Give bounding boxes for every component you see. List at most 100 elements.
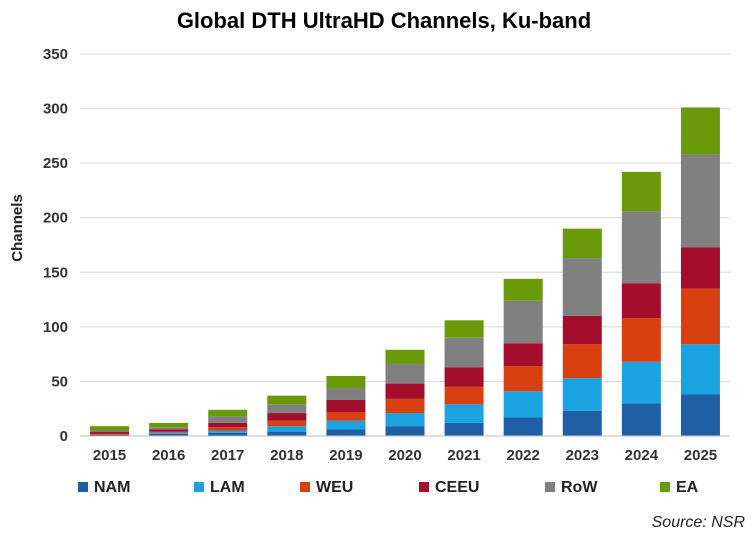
x-tick-label: 2021 [447,447,480,464]
bar-segment-weu-2025 [680,288,720,345]
x-tick-label: 2015 [93,447,126,464]
legend-swatch-lam [194,482,204,492]
bar-segment-row-2016 [149,427,189,430]
bar-segment-nam-2023 [562,410,602,436]
bar-segment-ea-2017 [208,409,248,417]
y-tick-label: 300 [43,101,68,118]
y-tick-label: 50 [51,373,68,390]
bar-segment-lam-2023 [562,378,602,411]
legend-label-nam: NAM [94,479,130,496]
bar-segment-ea-2015 [90,426,130,431]
bar-segment-row-2017 [208,416,248,423]
x-tick-label: 2022 [506,447,539,464]
bar-segment-lam-2022 [503,391,543,418]
bar-segment-weu-2021 [444,386,484,405]
bar-segment-ea-2025 [680,107,720,155]
bar-segment-ceeu-2020 [385,383,425,399]
bar-segment-ceeu-2018 [267,413,307,421]
legend: NAM LAM WEU CEEU RoW EA [78,479,699,496]
bar-segment-nam-2020 [385,426,425,436]
bar-segment-lam-2019 [326,420,366,430]
bar-segment-ea-2022 [503,278,543,301]
bar-segment-row-2020 [385,363,425,384]
bar-segment-lam-2020 [385,413,425,427]
y-tick-label: 150 [43,264,68,281]
bar-segment-row-2023 [562,258,602,316]
bar-segment-lam-2017 [208,430,248,433]
bar-segment-weu-2015 [90,433,130,435]
bar-segment-ceeu-2015 [90,431,130,434]
bar-segment-ea-2018 [267,395,307,405]
bar-segment-row-2019 [326,387,366,400]
bar-segment-lam-2016 [149,432,189,434]
y-tick-label: 0 [60,428,68,445]
bar-segment-row-2025 [680,154,720,248]
legend-swatch-nam [78,482,88,492]
bar-segment-nam-2025 [680,394,720,436]
chart-title: Global DTH UltraHD Channels, Ku-band [177,8,591,33]
bar-segment-lam-2024 [621,361,661,404]
bar-segment-weu-2017 [208,427,248,431]
bar-segment-ceeu-2021 [444,367,484,387]
x-tick-label: 2016 [152,447,185,464]
y-tick-label: 200 [43,210,68,227]
legend-label-weu: WEU [316,479,353,496]
x-tick-label: 2017 [211,447,244,464]
bar-segment-row-2015 [90,430,130,432]
bar-segment-weu-2024 [621,318,661,362]
y-axis-label: Channels [9,194,26,262]
bar-segment-lam-2018 [267,426,307,432]
bar-segment-weu-2023 [562,344,602,379]
legend-swatch-weu [300,482,310,492]
x-tick-label: 2018 [270,447,303,464]
bar-segment-weu-2016 [149,431,189,433]
legend-label-row: RoW [561,479,598,496]
bar-segment-ceeu-2023 [562,315,602,345]
bar-segment-ea-2019 [326,375,366,388]
y-tick-label: 100 [43,319,68,336]
bar-segment-row-2022 [503,300,543,344]
bar-segment-nam-2017 [208,432,248,436]
bar-segment-ea-2024 [621,171,661,212]
bar-segment-ceeu-2024 [621,283,661,319]
legend-swatch-ceeu [419,482,429,492]
legend-label-ea: EA [676,479,699,496]
y-tick-label: 350 [43,46,68,63]
bar-segment-weu-2019 [326,411,366,421]
y-tick-label: 250 [43,155,68,172]
bars [90,107,720,436]
source-note: Source: NSR [652,514,746,531]
bar-segment-nam-2024 [621,403,661,436]
bar-segment-nam-2018 [267,431,307,436]
bar-segment-row-2018 [267,404,307,414]
bar-segment-nam-2022 [503,417,543,436]
legend-label-lam: LAM [210,479,245,496]
bar-segment-weu-2022 [503,366,543,392]
x-tick-label: 2025 [684,447,717,464]
bar-segment-lam-2025 [680,344,720,395]
bar-segment-lam-2021 [444,404,484,423]
bar-segment-ceeu-2022 [503,343,543,367]
x-tick-label: 2024 [625,447,659,464]
x-axis-ticks: 2015 2016 2017 2018 2019 2020 2021 2022 2023 2024… [93,447,717,464]
bar-segment-ea-2023 [562,228,602,259]
bar-segment-nam-2015 [90,434,130,436]
bar-segment-nam-2019 [326,429,366,436]
legend-label-ceeu: CEEU [435,479,479,496]
bar-segment-nam-2021 [444,422,484,436]
bar-segment-ea-2021 [444,320,484,338]
bar-segment-ea-2020 [385,349,425,364]
gridlines [80,53,730,382]
x-tick-label: 2020 [388,447,421,464]
bar-segment-nam-2016 [149,433,189,436]
x-tick-label: 2023 [566,447,599,464]
bar-segment-ceeu-2016 [149,429,189,432]
bar-segment-weu-2020 [385,398,425,414]
legend-swatch-ea [660,482,670,492]
bar-segment-weu-2018 [267,420,307,427]
bar-segment-row-2024 [621,211,661,284]
y-axis-ticks: 0 50 100 150 200 250 300 350 [43,46,68,445]
bar-segment-ceeu-2017 [208,422,248,428]
bar-segment-ea-2016 [149,422,189,428]
